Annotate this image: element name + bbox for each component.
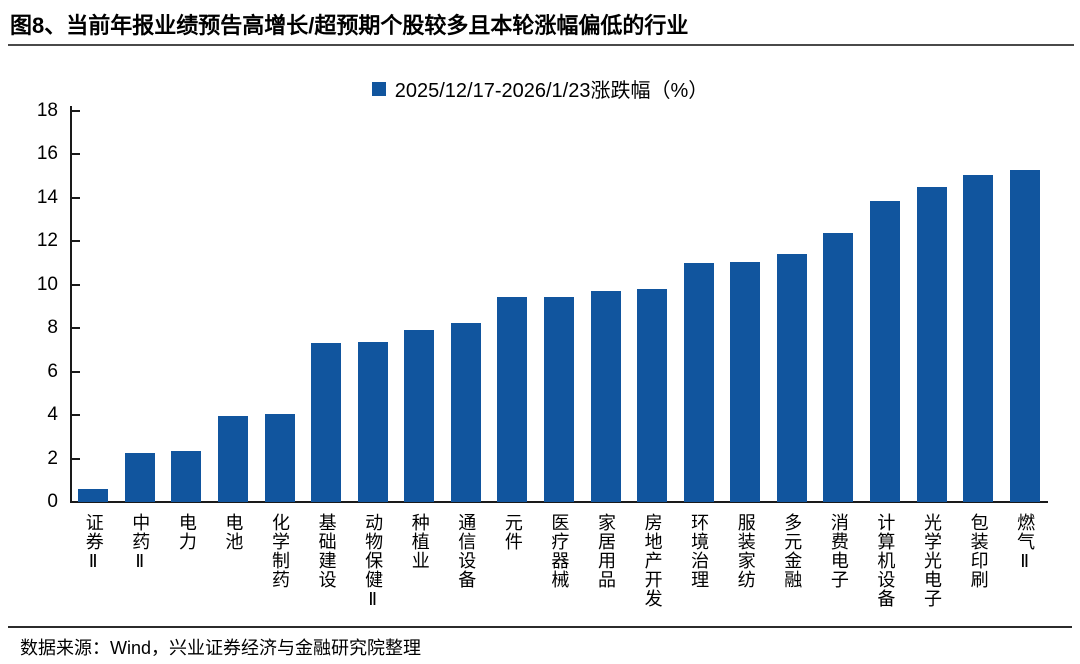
x-axis-category: 环境治理	[675, 513, 722, 643]
x-axis-category-label: 种植业	[409, 513, 430, 570]
figure-title: 图8、当前年报业绩预告高增长/超预期个股较多且本轮涨幅偏低的行业	[10, 13, 689, 38]
bar	[590, 291, 621, 502]
x-axis-category-label: 计算机设备	[875, 513, 896, 608]
x-axis-category-label: 动物保健Ⅱ	[363, 513, 384, 611]
y-axis-tick	[72, 110, 80, 112]
bar	[404, 330, 435, 502]
x-axis-category: 电力	[163, 513, 210, 643]
bar	[544, 296, 574, 502]
bar	[311, 343, 342, 502]
x-axis-category: 动物保健Ⅱ	[349, 513, 396, 643]
x-axis-category-label: 燃气Ⅱ	[1015, 513, 1036, 573]
legend-swatch-icon	[371, 81, 386, 96]
y-axis-tick	[72, 370, 80, 373]
x-axis-category: 元件	[489, 513, 536, 643]
x-axis-line	[70, 501, 1048, 503]
bar	[450, 322, 481, 502]
bar	[1009, 169, 1040, 502]
x-axis-category: 电池	[210, 513, 257, 643]
y-axis-tick-label: 16	[36, 143, 58, 165]
x-axis-category: 基础建设	[303, 513, 350, 643]
y-axis-tick	[72, 153, 80, 156]
x-axis-category: 证券Ⅱ	[70, 513, 117, 643]
y-axis-line	[70, 106, 72, 503]
bar	[171, 450, 202, 502]
x-axis-category-label: 家居用品	[596, 513, 616, 589]
y-axis-tick	[72, 414, 80, 417]
x-axis-category-label: 中药Ⅱ	[130, 513, 151, 573]
y-axis-tick-label: 18	[36, 100, 58, 121]
y-axis-tick-label: 6	[47, 360, 58, 382]
y-axis-tick-label: 4	[47, 404, 58, 426]
bar	[776, 254, 807, 502]
x-axis-category: 燃气Ⅱ	[1001, 513, 1048, 643]
y-axis-tick	[72, 457, 80, 460]
bar	[730, 261, 761, 502]
x-axis-category-label: 化学制药	[270, 513, 290, 589]
bar	[870, 201, 900, 502]
y-axis-tick-label: 14	[36, 186, 58, 208]
x-axis-category-label: 环境治理	[689, 513, 710, 589]
bar	[264, 414, 295, 502]
title-divider	[8, 44, 1074, 46]
bar	[637, 289, 668, 502]
x-axis-category: 种植业	[396, 513, 443, 643]
y-axis-tick-label: 0	[47, 491, 58, 512]
bar	[357, 342, 388, 502]
x-axis-category-label: 光学光电子	[922, 513, 942, 608]
x-axis-category: 通信设备	[443, 513, 490, 643]
y-axis-tick-label: 10	[36, 273, 58, 295]
x-axis-category: 消费电子	[815, 513, 862, 643]
legend-label: 2025/12/17-2026/1/23涨跌幅（%）	[394, 80, 709, 102]
y-axis-tick-label: 8	[47, 317, 58, 339]
x-axis-category: 包装印刷	[955, 513, 1002, 643]
y-axis-tick-label: 2	[47, 447, 58, 469]
y-axis-tick	[72, 327, 80, 330]
bar	[683, 263, 714, 502]
x-axis-category: 医疗器械	[536, 513, 583, 643]
x-axis-category: 服装家纺	[722, 513, 769, 643]
x-axis-category: 化学制药	[256, 513, 303, 643]
x-axis-category: 多元金融	[769, 513, 816, 643]
x-axis-category-label: 包装印刷	[968, 513, 989, 589]
x-axis-category-label: 通信设备	[456, 513, 477, 589]
x-axis-category-label: 消费电子	[828, 513, 849, 589]
x-axis-category-label: 医疗器械	[549, 513, 570, 589]
bar	[497, 296, 528, 502]
x-axis-category-label: 电池	[223, 513, 244, 551]
bar	[78, 488, 109, 502]
source-note: 数据来源：Wind，兴业证券经济与金融研究院整理	[20, 638, 422, 658]
y-axis-tick	[72, 283, 80, 286]
x-axis-category: 中药Ⅱ	[117, 513, 164, 643]
x-axis-category: 家居用品	[582, 513, 629, 643]
x-axis-category-label: 房地产开发	[642, 513, 663, 608]
bar	[823, 232, 854, 502]
x-axis-category-label: 元件	[502, 513, 523, 551]
bar	[124, 453, 155, 502]
bar	[218, 416, 248, 502]
chart-legend: 2025/12/17-2026/1/23涨跌幅（%）	[0, 74, 1080, 103]
x-axis-category-label: 基础建设	[316, 513, 337, 589]
x-axis-category-label: 多元金融	[782, 513, 803, 589]
y-axis-tick	[72, 240, 80, 243]
x-axis-category-label: 服装家纺	[735, 513, 756, 589]
y-axis-tick-label: 12	[36, 230, 58, 252]
x-axis-category-label: 证券Ⅱ	[83, 513, 104, 573]
bar	[916, 187, 947, 502]
x-axis-category: 计算机设备	[862, 513, 909, 643]
footer-divider	[8, 626, 1072, 628]
x-axis-category: 光学光电子	[908, 513, 955, 643]
x-axis-category: 房地产开发	[629, 513, 676, 643]
y-axis-tick	[72, 196, 80, 199]
x-axis-category-label: 电力	[176, 513, 197, 551]
bar	[963, 175, 994, 502]
